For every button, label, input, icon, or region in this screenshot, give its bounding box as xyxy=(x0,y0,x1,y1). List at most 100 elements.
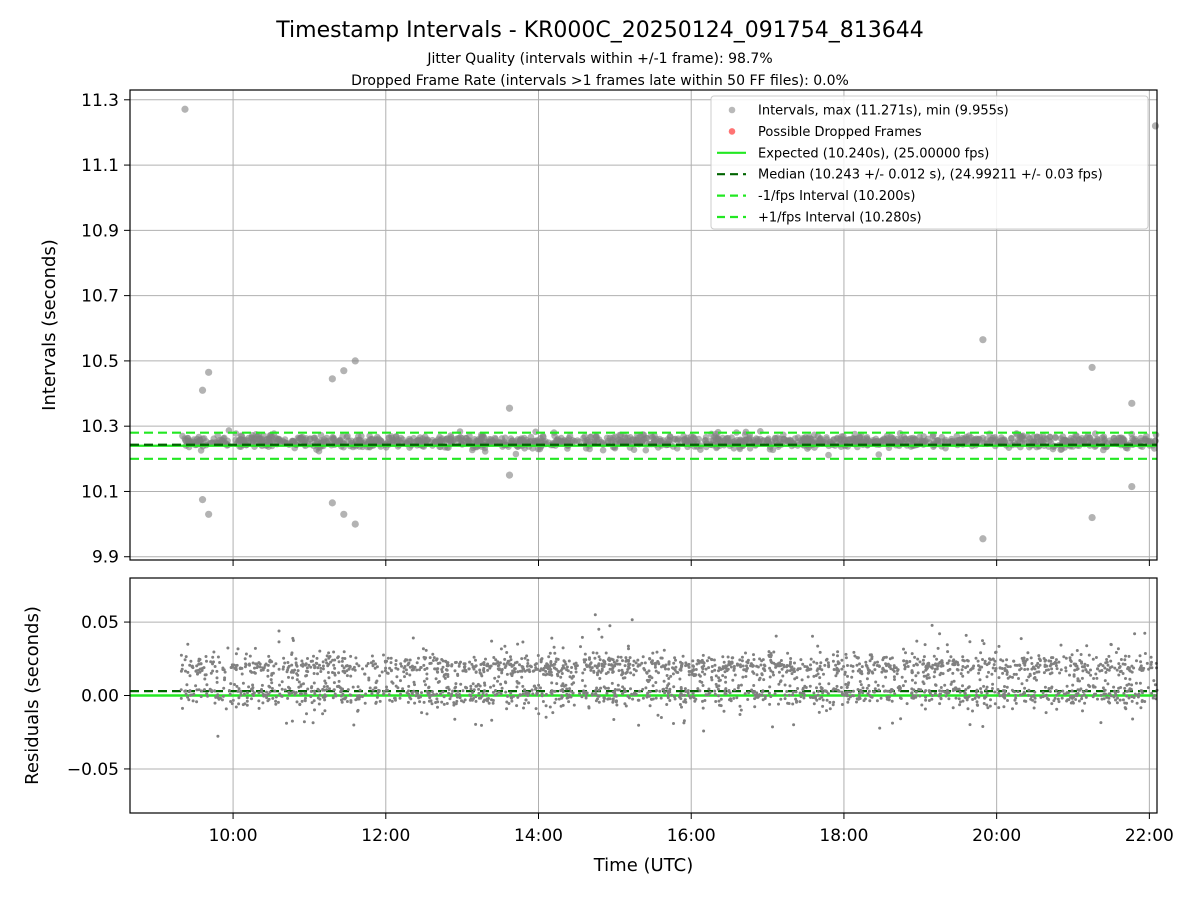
residual-point xyxy=(418,700,422,704)
residuals-x-tick-label: 18:00 xyxy=(819,826,868,846)
residual-point xyxy=(891,721,894,725)
residual-point xyxy=(231,698,235,702)
residual-point xyxy=(294,657,298,661)
residual-point xyxy=(580,695,584,699)
residual-point xyxy=(385,685,388,689)
residual-point xyxy=(632,673,636,677)
interval-point xyxy=(397,434,405,442)
residual-point xyxy=(683,698,687,702)
residual-point xyxy=(785,664,789,667)
interval-point xyxy=(558,434,565,442)
residual-point xyxy=(717,669,720,673)
residual-point xyxy=(666,689,670,693)
residual-point xyxy=(307,663,311,667)
residual-point xyxy=(310,685,314,689)
residual-point xyxy=(786,651,790,655)
residual-point xyxy=(495,692,499,696)
residual-point xyxy=(927,689,931,693)
residual-point xyxy=(1094,692,1098,696)
residual-point xyxy=(706,693,710,697)
residual-point xyxy=(759,663,763,667)
residual-point xyxy=(976,659,980,663)
residual-point xyxy=(767,650,771,654)
residual-point xyxy=(898,696,902,700)
residual-point xyxy=(914,674,918,678)
residual-point xyxy=(264,662,268,666)
residual-point xyxy=(1125,701,1129,705)
interval-outlier-point xyxy=(351,357,359,365)
residual-point xyxy=(273,689,277,693)
residual-point xyxy=(648,704,652,708)
residual-point xyxy=(772,650,776,654)
residual-point xyxy=(846,700,850,704)
residual-point xyxy=(943,690,946,694)
residual-point xyxy=(200,689,204,693)
residual-point xyxy=(366,662,370,665)
residual-point xyxy=(634,692,638,696)
residual-point xyxy=(312,681,316,685)
residual-point xyxy=(630,618,634,622)
residual-point xyxy=(324,681,328,685)
interval-point xyxy=(712,430,720,438)
residual-point xyxy=(417,656,420,660)
intervals-reference-lines xyxy=(130,431,1157,460)
residual-point xyxy=(939,664,943,668)
residual-point xyxy=(186,670,190,674)
residual-point xyxy=(1110,665,1114,669)
residual-point xyxy=(305,712,308,716)
residual-point xyxy=(757,694,761,698)
legend-upper-bound-item-label: +1/fps Interval (10.280s) xyxy=(758,211,922,226)
residual-point xyxy=(1091,657,1095,661)
residual-point xyxy=(979,651,983,655)
residual-point xyxy=(1012,690,1016,694)
residual-point xyxy=(513,667,517,671)
residual-point xyxy=(438,661,442,665)
residual-point xyxy=(853,654,857,658)
residual-point xyxy=(554,660,558,664)
residual-point xyxy=(233,683,236,686)
residual-point xyxy=(1012,659,1016,663)
residual-point xyxy=(440,670,444,674)
residual-point xyxy=(311,659,314,663)
residual-point xyxy=(1006,676,1010,680)
residual-point xyxy=(270,673,274,677)
residual-point xyxy=(825,709,828,713)
residual-point xyxy=(696,687,700,691)
residual-point xyxy=(447,691,451,695)
residual-point xyxy=(768,702,772,706)
residual-point xyxy=(723,689,727,693)
residual-point xyxy=(1131,717,1135,721)
residual-point xyxy=(866,671,870,675)
residual-point xyxy=(1152,694,1156,698)
residual-point xyxy=(837,669,841,673)
residual-point xyxy=(480,694,484,698)
residual-point xyxy=(287,675,290,679)
residual-point xyxy=(947,697,951,701)
residual-point xyxy=(407,692,411,696)
residual-point xyxy=(1026,667,1030,671)
residual-point xyxy=(310,701,314,705)
residual-point xyxy=(408,673,412,677)
residual-point xyxy=(509,696,513,699)
residual-point xyxy=(835,671,839,675)
residual-point xyxy=(949,682,953,686)
residual-point xyxy=(680,705,683,709)
residual-point xyxy=(793,661,796,665)
residual-point xyxy=(626,644,630,648)
residual-point xyxy=(924,695,928,699)
residual-point xyxy=(611,670,615,674)
interval-point xyxy=(1088,437,1096,444)
residual-point xyxy=(554,697,558,701)
intervals-ticks: 9.910.110.310.510.710.911.111.3 xyxy=(81,91,1150,568)
residual-point xyxy=(678,695,682,699)
residual-point xyxy=(858,662,861,666)
residual-point xyxy=(790,672,794,676)
residual-point xyxy=(1054,664,1058,668)
residual-point xyxy=(1123,686,1127,690)
residual-point xyxy=(565,687,569,691)
residual-point xyxy=(955,668,959,671)
residual-point xyxy=(798,667,802,671)
residual-point xyxy=(1150,666,1154,670)
residual-point xyxy=(1102,692,1106,696)
